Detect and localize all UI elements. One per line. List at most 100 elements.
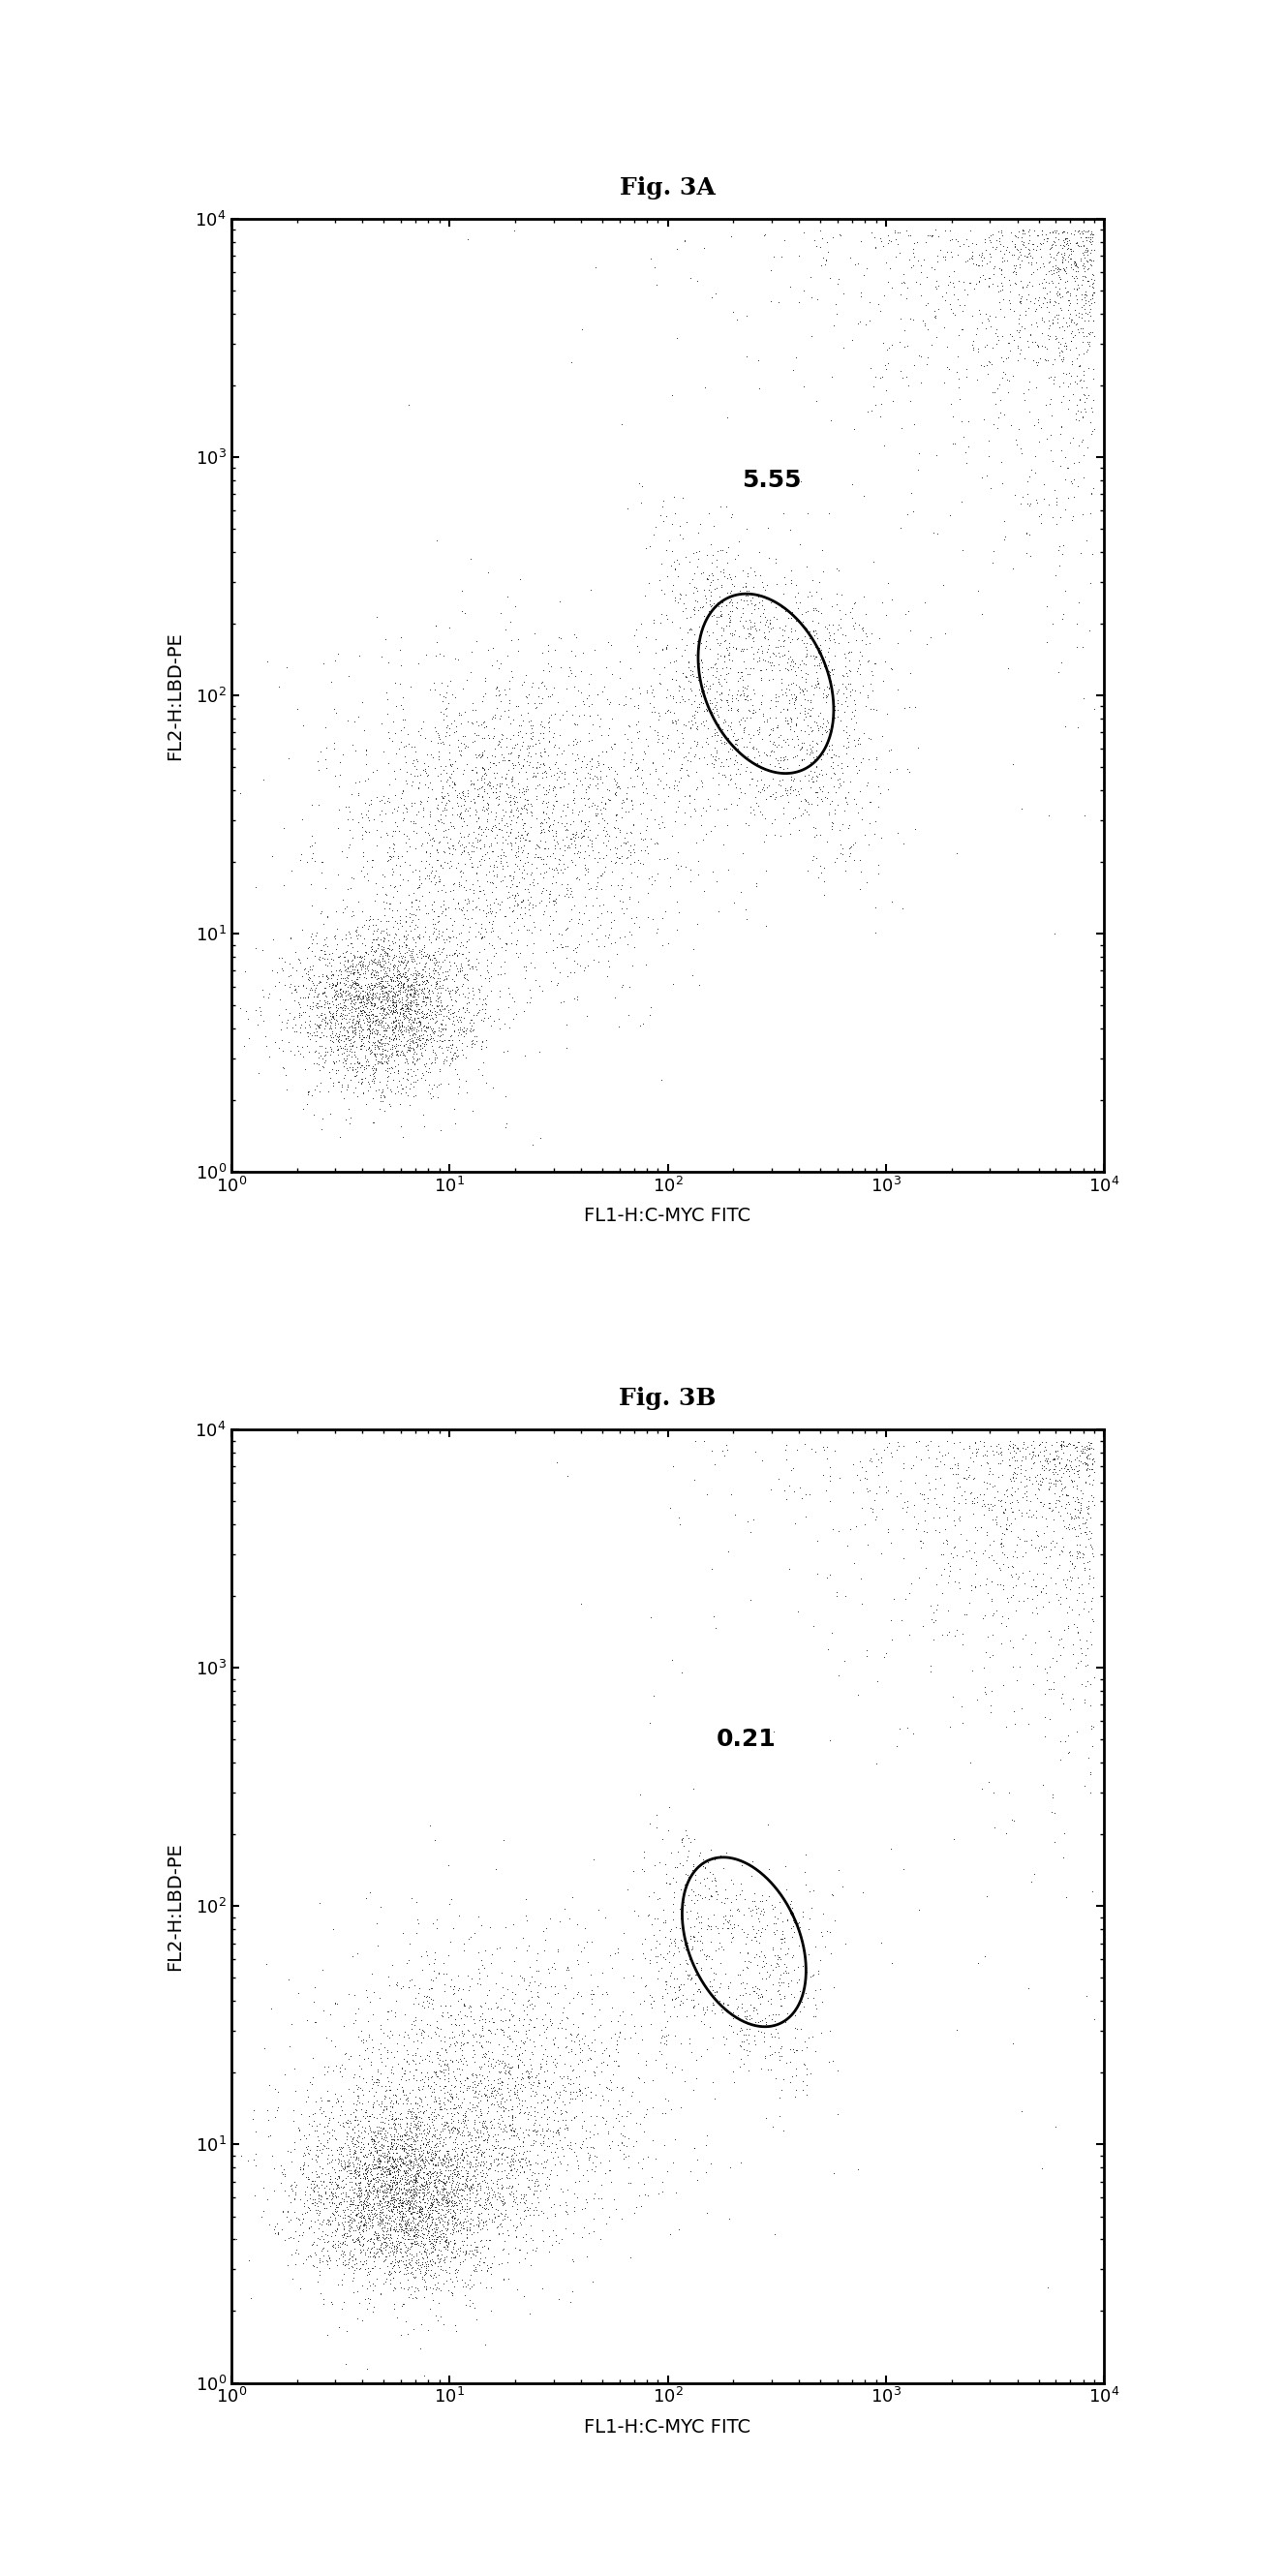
- Point: [398, 940, 419, 981]
- Point: [489, 670, 510, 711]
- Point: [805, 1924, 826, 1965]
- Point: [399, 2117, 420, 2159]
- Point: [693, 662, 714, 703]
- Point: [366, 2259, 386, 2300]
- Point: [639, 752, 660, 793]
- Point: [733, 631, 754, 672]
- Point: [460, 2174, 480, 2215]
- Point: [457, 2022, 478, 2063]
- Point: [385, 2239, 406, 2280]
- Point: [309, 1018, 330, 1059]
- Point: [565, 827, 586, 868]
- Point: [788, 809, 809, 850]
- Point: [521, 2056, 542, 2097]
- Point: [384, 2105, 404, 2146]
- Point: [306, 2136, 326, 2177]
- Point: [379, 976, 399, 1018]
- Point: [460, 793, 480, 835]
- Point: [358, 2014, 379, 2056]
- Point: [383, 2141, 403, 2182]
- Point: [464, 1023, 484, 1064]
- Point: [372, 945, 393, 987]
- Point: [1071, 1481, 1091, 1522]
- Point: [944, 1476, 964, 1517]
- Point: [362, 930, 383, 971]
- Point: [470, 2058, 490, 2099]
- Point: [460, 2143, 480, 2184]
- Point: [501, 801, 521, 842]
- Point: [322, 953, 343, 994]
- Point: [700, 680, 720, 721]
- Point: [786, 1430, 806, 1471]
- Point: [960, 1471, 981, 1512]
- Point: [433, 2141, 453, 2182]
- Point: [457, 2089, 478, 2130]
- Point: [412, 1018, 433, 1059]
- Point: [669, 680, 690, 721]
- Point: [1035, 1649, 1055, 1690]
- Point: [494, 791, 515, 832]
- Point: [750, 1976, 770, 2017]
- Point: [520, 783, 541, 824]
- Point: [344, 2123, 365, 2164]
- Point: [674, 1924, 695, 1965]
- Point: [592, 670, 612, 711]
- Point: [371, 2123, 392, 2164]
- Point: [493, 2012, 514, 2053]
- Point: [479, 902, 499, 943]
- Point: [379, 2202, 399, 2244]
- Point: [358, 2002, 379, 2043]
- Point: [872, 1450, 892, 1492]
- Point: [506, 922, 526, 963]
- Point: [354, 1056, 375, 1097]
- Point: [497, 2063, 517, 2105]
- Point: [410, 714, 430, 755]
- Point: [384, 2208, 404, 2249]
- Point: [681, 1958, 701, 1999]
- Point: [565, 2161, 586, 2202]
- Point: [429, 2138, 449, 2179]
- Point: [551, 925, 571, 966]
- Point: [773, 1960, 794, 2002]
- Point: [437, 2226, 457, 2267]
- Point: [722, 616, 742, 657]
- Point: [596, 835, 616, 876]
- Point: [474, 791, 494, 832]
- Point: [403, 999, 424, 1041]
- Point: [419, 1942, 439, 1984]
- Point: [360, 1033, 380, 1074]
- Point: [665, 801, 686, 842]
- Point: [394, 698, 415, 739]
- Point: [327, 2221, 348, 2262]
- Point: [424, 881, 444, 922]
- Point: [547, 1443, 568, 1484]
- Point: [420, 1958, 440, 1999]
- Point: [460, 2202, 480, 2244]
- Point: [734, 564, 755, 605]
- Point: [410, 783, 430, 824]
- Point: [406, 963, 426, 1005]
- Point: [544, 2079, 565, 2120]
- Point: [336, 1028, 357, 1069]
- Point: [788, 665, 809, 706]
- Point: [348, 773, 369, 814]
- Point: [704, 747, 724, 788]
- Point: [741, 750, 761, 791]
- Point: [303, 2169, 324, 2210]
- Point: [533, 791, 553, 832]
- Point: [306, 1007, 326, 1048]
- Point: [597, 801, 618, 842]
- Point: [746, 1891, 767, 1932]
- Point: [828, 258, 849, 299]
- Point: [413, 992, 434, 1033]
- Point: [376, 2156, 397, 2197]
- Point: [422, 2257, 443, 2298]
- Point: [673, 582, 693, 623]
- Point: [358, 2014, 379, 2056]
- Point: [467, 706, 488, 747]
- Point: [469, 734, 489, 775]
- Point: [360, 2097, 380, 2138]
- Point: [354, 2030, 375, 2071]
- Point: [1066, 1607, 1086, 1649]
- Point: [377, 1023, 398, 1064]
